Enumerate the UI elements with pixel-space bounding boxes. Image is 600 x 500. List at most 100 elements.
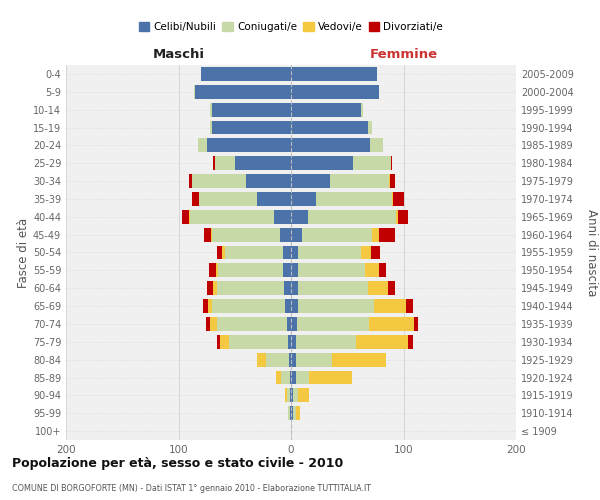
Bar	[293, 388, 298, 402]
Bar	[308, 210, 395, 224]
Bar	[266, 352, 289, 366]
Bar	[229, 335, 287, 349]
Bar	[291, 246, 298, 260]
Bar	[218, 264, 283, 278]
Bar	[413, 317, 418, 331]
Bar	[196, 85, 291, 99]
Bar	[291, 67, 377, 81]
Bar	[188, 210, 190, 224]
Bar	[199, 192, 257, 206]
Bar	[331, 352, 386, 366]
Bar	[296, 406, 300, 420]
Bar	[291, 317, 296, 331]
Text: COMUNE DI BORGOFORTE (MN) - Dati ISTAT 1° gennaio 2010 - Elaborazione TUTTITALIA: COMUNE DI BORGOFORTE (MN) - Dati ISTAT 1…	[12, 484, 371, 493]
Bar	[391, 156, 392, 170]
Bar	[274, 210, 291, 224]
Bar	[290, 370, 291, 384]
Bar	[291, 174, 331, 188]
Bar	[203, 299, 208, 313]
Bar	[293, 406, 296, 420]
Bar	[302, 228, 372, 241]
Bar	[291, 370, 296, 384]
Bar	[291, 352, 296, 366]
Bar	[379, 228, 395, 241]
Bar	[291, 264, 298, 278]
Bar	[395, 210, 398, 224]
Bar	[296, 370, 309, 384]
Bar	[212, 299, 286, 313]
Bar	[371, 246, 380, 260]
Bar	[287, 406, 290, 420]
Bar	[291, 299, 298, 313]
Bar	[367, 120, 372, 134]
Bar	[194, 85, 196, 99]
Bar	[298, 246, 361, 260]
Bar	[370, 138, 383, 152]
Bar	[192, 174, 246, 188]
Bar	[257, 352, 266, 366]
Bar	[392, 192, 394, 206]
Bar	[217, 246, 223, 260]
Bar	[291, 138, 370, 152]
Bar	[283, 246, 291, 260]
Bar	[217, 281, 284, 295]
Text: Maschi: Maschi	[152, 48, 205, 61]
Bar	[211, 228, 212, 241]
Bar	[217, 335, 220, 349]
Bar	[296, 335, 356, 349]
Bar	[209, 264, 215, 278]
Bar	[372, 228, 379, 241]
Bar	[379, 264, 386, 278]
Bar	[291, 406, 293, 420]
Bar	[290, 388, 291, 402]
Bar	[287, 388, 290, 402]
Bar	[298, 281, 367, 295]
Bar	[298, 264, 365, 278]
Bar	[353, 156, 391, 170]
Bar	[408, 335, 413, 349]
Bar	[224, 246, 283, 260]
Bar	[212, 102, 291, 117]
Bar	[287, 335, 291, 349]
Bar	[316, 192, 392, 206]
Bar	[291, 156, 353, 170]
Bar	[291, 85, 379, 99]
Bar	[281, 370, 290, 384]
Bar	[331, 174, 389, 188]
Bar	[390, 174, 395, 188]
Bar	[205, 317, 210, 331]
Bar	[246, 174, 291, 188]
Bar	[283, 264, 291, 278]
Bar	[406, 299, 413, 313]
Bar	[368, 317, 413, 331]
Bar	[398, 210, 408, 224]
Bar	[214, 281, 217, 295]
Bar	[210, 120, 212, 134]
Bar	[257, 192, 291, 206]
Bar	[361, 102, 363, 117]
Bar	[365, 264, 379, 278]
Bar	[290, 406, 291, 420]
Bar	[291, 228, 302, 241]
Bar	[212, 228, 280, 241]
Bar	[215, 264, 218, 278]
Bar	[291, 281, 298, 295]
Bar	[286, 299, 291, 313]
Bar	[296, 352, 331, 366]
Bar	[388, 281, 395, 295]
Bar	[201, 67, 291, 81]
Text: Femmine: Femmine	[370, 48, 437, 61]
Bar	[206, 138, 291, 152]
Bar	[235, 156, 291, 170]
Bar	[367, 281, 388, 295]
Bar	[277, 370, 281, 384]
Bar	[205, 228, 211, 241]
Bar	[291, 192, 316, 206]
Legend: Celibi/Nubili, Coniugati/e, Vedovi/e, Divorziati/e: Celibi/Nubili, Coniugati/e, Vedovi/e, Di…	[134, 18, 448, 36]
Bar	[210, 102, 212, 117]
Bar	[284, 281, 291, 295]
Bar	[190, 210, 274, 224]
Bar	[291, 210, 308, 224]
Bar	[214, 156, 215, 170]
Bar	[286, 388, 287, 402]
